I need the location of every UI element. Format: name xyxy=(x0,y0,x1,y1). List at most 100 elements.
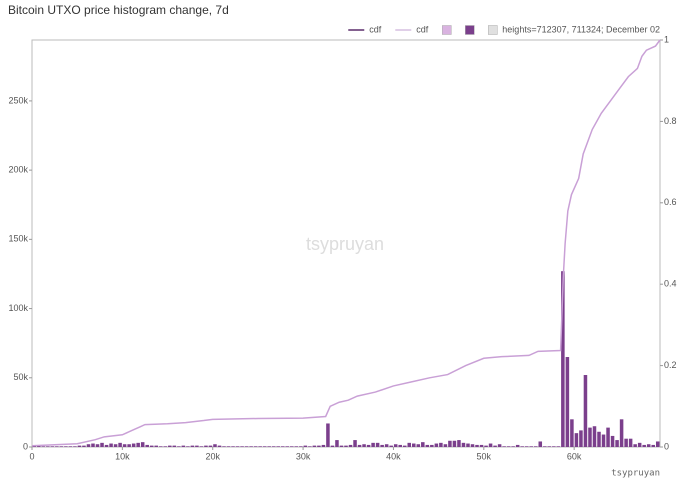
bar xyxy=(199,446,204,447)
bar xyxy=(583,375,588,447)
y-tick-label: 100k xyxy=(8,303,28,313)
x-tick-label: 50k xyxy=(477,451,492,461)
bar xyxy=(285,446,290,447)
bar xyxy=(308,446,312,447)
credit: tsypruyan xyxy=(611,469,660,479)
bar xyxy=(357,444,362,447)
bar xyxy=(213,444,217,447)
bar xyxy=(172,445,177,447)
bar xyxy=(448,440,452,447)
bar xyxy=(579,430,583,447)
bar xyxy=(475,444,479,447)
bar xyxy=(113,444,118,447)
bar xyxy=(597,431,601,447)
bar xyxy=(434,443,439,447)
bar xyxy=(339,445,344,447)
y2-tick-label: 1 xyxy=(664,34,669,44)
y2-tick-label: 0 xyxy=(664,441,669,451)
bar xyxy=(384,444,389,447)
bar xyxy=(37,445,41,447)
bar xyxy=(163,446,168,447)
bar xyxy=(619,419,624,447)
bar xyxy=(222,446,226,447)
bar xyxy=(217,445,222,447)
bar xyxy=(330,445,335,447)
bar xyxy=(520,446,524,447)
bar xyxy=(466,443,470,447)
bar xyxy=(524,446,529,447)
bar xyxy=(353,440,357,447)
bar xyxy=(642,444,646,447)
bar xyxy=(195,445,199,447)
bar xyxy=(118,442,122,447)
bar xyxy=(398,444,402,447)
bar xyxy=(91,443,95,447)
bar xyxy=(186,446,190,447)
bar xyxy=(100,442,104,447)
bar xyxy=(64,446,68,447)
y-tick-label: 50k xyxy=(13,372,28,382)
bar xyxy=(271,446,276,447)
bar xyxy=(208,445,213,447)
bar xyxy=(317,445,321,447)
bar xyxy=(86,444,91,447)
bar xyxy=(280,446,285,447)
bar xyxy=(651,444,655,447)
bar xyxy=(41,446,46,447)
bar xyxy=(59,446,64,447)
bar xyxy=(140,442,145,447)
y2-tick-label: 0.4 xyxy=(664,279,677,289)
y2-tick-label: 0.8 xyxy=(664,116,677,126)
bar xyxy=(606,427,610,447)
bar xyxy=(312,445,317,447)
bar xyxy=(601,434,606,447)
bar xyxy=(104,444,109,447)
bar xyxy=(646,444,651,447)
legend-box xyxy=(465,25,475,35)
bar xyxy=(235,446,240,447)
bar xyxy=(73,446,77,447)
bar xyxy=(321,444,326,447)
bar xyxy=(366,444,371,447)
bar xyxy=(136,442,140,447)
watermark: tsypruyan xyxy=(306,234,384,254)
bar xyxy=(421,442,425,447)
bar xyxy=(502,446,506,447)
bar xyxy=(412,443,416,447)
bar xyxy=(371,442,375,447)
x-tick-label: 40k xyxy=(386,451,401,461)
bar xyxy=(303,445,308,447)
bar xyxy=(122,444,127,447)
bar xyxy=(362,444,366,447)
bar xyxy=(290,446,294,447)
y2-tick-label: 0.6 xyxy=(664,197,677,207)
bar xyxy=(335,440,339,447)
legend-label: heights=712307, 711324; December 02 xyxy=(502,24,660,34)
bar xyxy=(443,444,448,447)
bar xyxy=(655,441,660,447)
y-tick-label: 200k xyxy=(8,165,28,175)
bar xyxy=(461,442,466,447)
bar xyxy=(344,445,348,447)
bar xyxy=(511,446,515,447)
bar xyxy=(159,446,163,447)
bar xyxy=(470,444,475,447)
bar xyxy=(529,446,533,447)
bar xyxy=(552,446,556,447)
y-tick-label: 250k xyxy=(8,95,28,105)
bar xyxy=(556,446,561,447)
bar xyxy=(515,444,520,447)
bar xyxy=(538,441,543,447)
bar xyxy=(348,444,353,447)
bar xyxy=(425,444,430,447)
bar xyxy=(610,435,615,447)
bar xyxy=(570,419,574,447)
bar xyxy=(407,442,412,447)
bar xyxy=(55,446,59,447)
bar xyxy=(68,446,73,447)
bar xyxy=(276,446,280,447)
bar xyxy=(262,446,267,447)
bar xyxy=(109,443,113,447)
bar xyxy=(231,446,235,447)
